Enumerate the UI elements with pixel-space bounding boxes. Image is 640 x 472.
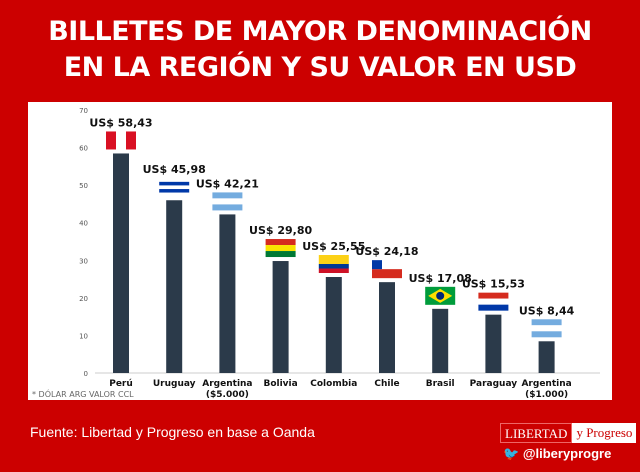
flag-paraguay-icon: [478, 292, 509, 299]
flag-argentina-icon: [531, 319, 562, 326]
flag-argentina-icon: [212, 204, 243, 211]
flag-argentina-icon: [531, 325, 562, 332]
chart-title: BILLETES DE MAYOR DENOMINACIÓN EN LA REG…: [0, 14, 640, 86]
x-tick-label: Chile: [374, 379, 399, 389]
y-tick-label: 0: [84, 370, 88, 378]
data-label: US$ 8,44: [519, 304, 575, 317]
data-label: US$ 25,55: [302, 240, 365, 253]
flag-uruguay-icon: [159, 178, 190, 182]
flag-peru-icon: [106, 131, 116, 150]
flag-argentina-icon: [212, 192, 243, 199]
flag-brazil-icon: [436, 291, 445, 300]
flag-peru-icon: [126, 131, 136, 150]
twitter-handle[interactable]: 🐦 @liberyprogre: [503, 446, 612, 461]
data-label: US$ 45,98: [143, 163, 206, 176]
flag-colombia-icon: [318, 259, 349, 265]
source-note: Fuente: Libertad y Progreso en base a Oa…: [30, 424, 315, 440]
bar: [485, 314, 502, 373]
bar: [538, 341, 555, 373]
y-tick-label: 40: [79, 220, 88, 228]
x-tick-label: ($1.000): [525, 390, 568, 400]
x-tick-label: Bolivia: [263, 379, 297, 389]
flag-uruguay-icon: [159, 192, 190, 197]
bar: [113, 153, 129, 373]
y-tick-label: 50: [79, 182, 88, 190]
x-tick-label: Paraguay: [470, 379, 518, 389]
data-label: US$ 42,21: [196, 177, 259, 190]
flag-colombia-icon: [318, 255, 349, 260]
y-tick-label: 60: [79, 145, 88, 153]
flag-peru-icon: [116, 131, 126, 150]
flag-chile-icon: [372, 260, 402, 270]
bar: [432, 308, 449, 373]
flag-colombia-icon: [318, 264, 349, 269]
flag-argentina-icon: [212, 198, 243, 205]
x-tick-label: Uruguay: [153, 379, 196, 389]
flag-paraguay-icon: [478, 298, 509, 305]
data-label: US$ 24,18: [355, 245, 418, 258]
x-tick-label: ($5.000): [206, 390, 249, 400]
data-label: US$ 29,80: [249, 224, 312, 237]
bar: [325, 277, 342, 373]
flag-chile-icon: [372, 260, 382, 270]
data-label: US$ 15,53: [462, 278, 525, 291]
flag-chile-icon: [372, 269, 402, 279]
x-tick-label: Colombia: [310, 379, 357, 389]
data-label: US$ 17,08: [409, 272, 472, 285]
x-tick-label: Perú: [109, 379, 133, 389]
flag-paraguay-icon: [478, 304, 509, 311]
y-tick-label: 10: [79, 332, 88, 340]
flag-bolivia-icon: [265, 239, 296, 246]
flag-bolivia-icon: [265, 251, 296, 258]
y-tick-label: 30: [79, 257, 88, 265]
x-tick-label: Argentina: [521, 379, 571, 389]
data-label: US$ 58,43: [89, 116, 152, 129]
footnote: * DÓLAR ARG VALOR CCL: [32, 388, 134, 399]
flag-uruguay-icon: [159, 189, 190, 193]
bar: [379, 282, 395, 373]
flag-argentina-icon: [531, 331, 562, 338]
x-tick-label: Brasil: [426, 379, 455, 389]
x-tick-label: Argentina: [202, 379, 252, 389]
title-line-1: BILLETES DE MAYOR DENOMINACIÓN: [48, 16, 592, 47]
twitter-bird-icon: 🐦: [503, 446, 523, 461]
bar: [219, 214, 236, 373]
y-tick-label: 20: [79, 295, 88, 303]
flag-colombia-icon: [318, 268, 349, 274]
flag-uruguay-icon: [159, 185, 190, 190]
logo: LIBERTAD y Progreso: [500, 423, 637, 443]
flag-uruguay-icon: [159, 181, 190, 186]
title-line-2: EN LA REGIÓN Y SU VALOR EN USD: [63, 52, 577, 83]
flag-bolivia-icon: [265, 245, 296, 252]
y-tick-label: 70: [79, 107, 88, 115]
bar: [272, 261, 289, 373]
bar: [166, 200, 183, 373]
